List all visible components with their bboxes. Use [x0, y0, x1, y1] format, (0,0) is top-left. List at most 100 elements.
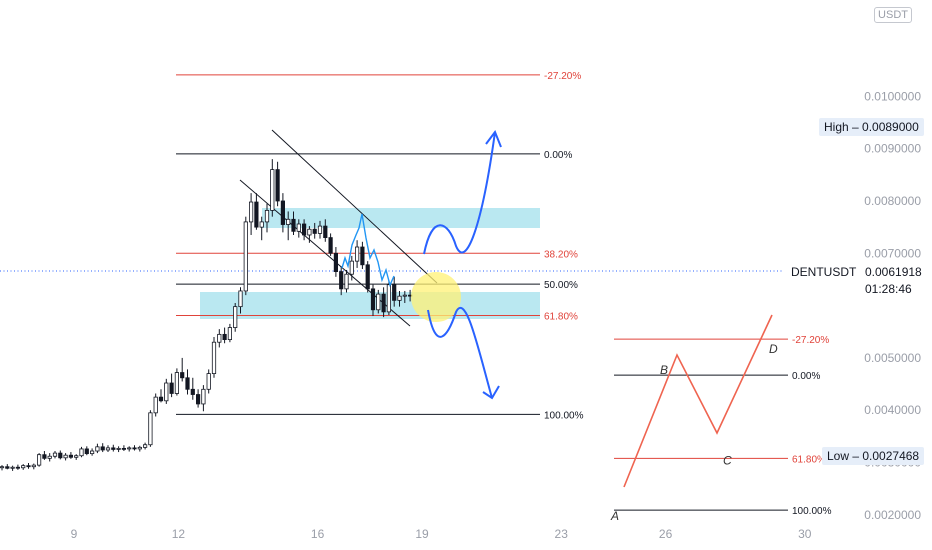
candle-body	[95, 446, 100, 452]
pattern-point-a: A	[610, 509, 619, 523]
candle-body	[105, 447, 111, 451]
candle-body	[333, 252, 339, 273]
candle-body	[392, 284, 397, 301]
fib-level-label: 100.00%	[544, 410, 584, 421]
candle-body	[26, 465, 31, 468]
time-axis[interactable]: 9 12 16 19 23 26 30	[71, 527, 812, 541]
candle-body	[132, 447, 137, 450]
candle-body	[10, 466, 15, 469]
candle-body	[264, 209, 270, 223]
abcd-zigzag	[623, 314, 773, 488]
candle-body	[328, 237, 333, 254]
low-badge-value: 0.0027468	[862, 449, 920, 463]
x-tick-label: 26	[659, 527, 673, 541]
candle-body	[111, 447, 116, 450]
candle-body	[360, 246, 365, 266]
candle-body	[121, 447, 126, 450]
low-badge: Low – 0.0027468	[822, 447, 925, 465]
high-badge-label: High	[824, 120, 849, 134]
candle-body	[169, 382, 174, 394]
x-tick-label: 30	[798, 527, 812, 541]
candle-body	[270, 169, 275, 211]
pattern-level-label: 0.00%	[792, 371, 820, 382]
abcd-pattern[interactable]: -27.20% 0.00% 61.80% 100.00% A B C D	[610, 314, 832, 523]
candle-body	[312, 228, 317, 234]
y-tick-label: 0.0040000	[864, 403, 921, 417]
candle-body	[402, 294, 407, 297]
candle-body	[370, 288, 376, 311]
bullish-arrowhead	[485, 129, 502, 148]
candle-body	[323, 225, 328, 238]
pattern-point-c: C	[723, 453, 732, 467]
x-tick-label: 16	[311, 527, 325, 541]
y-tick-label: 0.0090000	[864, 142, 921, 156]
low-badge-label: Low	[827, 449, 850, 463]
candle-body	[180, 372, 185, 379]
symbol-label: DENTUSDT	[791, 265, 857, 279]
candle-body	[127, 447, 132, 450]
candle-body	[222, 333, 227, 341]
candlestick-series	[0, 159, 413, 471]
fib-level-label: -27.20%	[544, 71, 581, 82]
y-tick-label: 0.0070000	[864, 246, 921, 260]
x-tick-label: 12	[172, 527, 186, 541]
candle-body	[158, 396, 164, 402]
bullish-projection-arrow	[423, 131, 496, 255]
candle-body	[254, 201, 259, 228]
candle-body	[227, 327, 232, 341]
price-axis[interactable]: 0.0100000 0.0090000 0.0080000 0.0070000 0.00…	[864, 89, 921, 521]
fib-level-label: 0.00%	[544, 150, 572, 161]
x-tick-label: 23	[555, 527, 569, 541]
candle-body	[5, 466, 10, 469]
candle-body	[238, 290, 243, 308]
candle-body	[148, 412, 153, 446]
resistance-zone	[262, 208, 540, 228]
candle-body	[365, 264, 370, 290]
candle-body	[296, 223, 301, 232]
candle-body	[307, 228, 312, 236]
pattern-level-label: -27.20%	[792, 335, 829, 346]
x-tick-label: 19	[415, 527, 429, 541]
pattern-level-label: 61.80%	[792, 454, 826, 465]
fib-level-label: 61.80%	[544, 312, 578, 323]
candle-body	[291, 218, 296, 232]
candle-body	[100, 446, 105, 451]
candle-body	[301, 223, 307, 236]
candle-body	[339, 271, 344, 290]
candle-body	[286, 218, 291, 225]
y-tick-label: 0.0050000	[864, 351, 921, 365]
candle-body	[42, 454, 47, 459]
candle-body	[174, 372, 179, 394]
candle-body	[211, 341, 217, 375]
last-price-label: 0.0061918	[865, 265, 922, 279]
blue-wave-drawing	[341, 213, 395, 288]
candle-body	[217, 333, 222, 343]
candle-body	[74, 455, 79, 458]
candle-body	[317, 225, 323, 234]
candle-body	[195, 394, 201, 405]
y-tick-label: 0.0100000	[864, 89, 921, 103]
quote-currency-badge[interactable]: USDT	[874, 7, 912, 23]
candle-body	[116, 447, 121, 450]
candle-body	[58, 452, 63, 459]
bearish-arrowhead	[482, 385, 500, 400]
candle-body	[164, 382, 169, 402]
fibonacci-retracement[interactable]: -27.20% 0.00% 38.20% 50.00% 61.80% 100.00%	[176, 71, 584, 421]
candle-body	[52, 452, 58, 457]
pattern-level-label: 100.00%	[792, 506, 832, 517]
candle-body	[206, 373, 211, 390]
candle-body	[201, 388, 206, 405]
candle-body	[47, 455, 52, 459]
bearish-projection-arrow	[427, 306, 493, 399]
projection-arrows	[423, 129, 502, 400]
candle-body	[397, 295, 402, 301]
support-zone	[200, 292, 540, 319]
wave-stroke	[341, 213, 395, 288]
candle-body	[63, 454, 68, 459]
candle-body	[190, 388, 195, 395]
candle-body	[376, 293, 381, 311]
target-highlight-circle	[411, 272, 461, 322]
candle-body	[21, 465, 26, 469]
candle-body	[137, 446, 142, 450]
